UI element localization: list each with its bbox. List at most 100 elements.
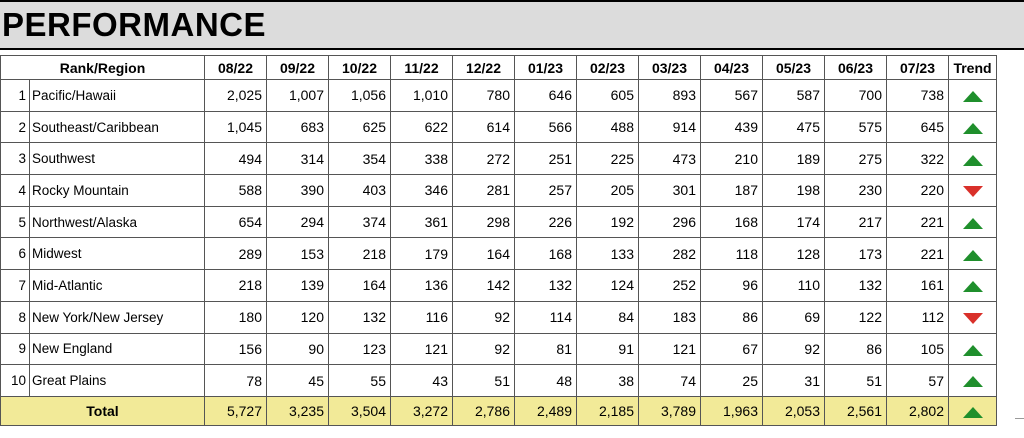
trend-cell	[948, 237, 997, 271]
value-cell: 403	[328, 174, 391, 207]
value-cell: 361	[390, 205, 453, 239]
value-cell: 74	[638, 364, 701, 397]
value-cell: 69	[762, 300, 825, 334]
value-cell: 1,056	[328, 79, 391, 112]
total-cell: 3,272	[390, 395, 453, 426]
value-cell: 226	[514, 205, 577, 239]
value-cell: 346	[390, 174, 453, 207]
table-row: 2 Southeast/Caribbean 1,045 683 625 622 614 566…	[0, 110, 997, 144]
value-cell: 38	[576, 364, 639, 397]
value-cell: 488	[576, 110, 639, 144]
region-cell: Southwest	[29, 142, 205, 176]
value-cell: 168	[514, 237, 577, 271]
value-cell: 220	[886, 174, 949, 207]
month-header: 08/22	[204, 55, 267, 80]
trend-up-icon	[962, 249, 983, 261]
table-header: Rank/Region 08/22 09/22 10/22 11/22 12/2…	[0, 55, 997, 80]
region-cell: Mid-Atlantic	[29, 269, 205, 302]
month-header: 07/23	[886, 55, 949, 80]
trend-cell	[948, 332, 997, 366]
title-bar: PERFORMANCE	[0, 0, 1024, 50]
header-row: Rank/Region 08/22 09/22 10/22 11/22 12/2…	[0, 55, 997, 80]
rank-cell: 6	[0, 237, 30, 271]
value-cell: 81	[514, 332, 577, 366]
table-row: 7 Mid-Atlantic 218 139 164 136 142 132 124 252 96 1…	[0, 269, 997, 302]
value-cell: 914	[638, 110, 701, 144]
total-label: Total	[0, 395, 205, 426]
month-header: 04/23	[700, 55, 763, 80]
value-cell: 221	[886, 237, 949, 271]
total-trend-cell	[948, 395, 997, 426]
value-cell: 168	[700, 205, 763, 239]
value-cell: 893	[638, 79, 701, 112]
value-cell: 164	[452, 237, 515, 271]
value-cell: 475	[762, 110, 825, 144]
value-cell: 225	[576, 142, 639, 176]
region-cell: Midwest	[29, 237, 205, 271]
total-cell: 1,963	[700, 395, 763, 426]
value-cell: 221	[886, 205, 949, 239]
value-cell: 86	[824, 332, 887, 366]
value-cell: 251	[514, 142, 577, 176]
value-cell: 645	[886, 110, 949, 144]
table-row: 10 Great Plains 78 45 55 43 51 48 38 74 25 31 51 57	[0, 364, 997, 397]
trend-up-icon	[962, 406, 983, 418]
value-cell: 654	[204, 205, 267, 239]
trend-cell	[948, 79, 997, 112]
value-cell: 132	[824, 269, 887, 302]
value-cell: 1,045	[204, 110, 267, 144]
value-cell: 622	[390, 110, 453, 144]
value-cell: 217	[824, 205, 887, 239]
value-cell: 45	[266, 364, 329, 397]
value-cell: 183	[638, 300, 701, 334]
value-cell: 139	[266, 269, 329, 302]
value-cell: 55	[328, 364, 391, 397]
total-row: Total 5,727 3,235 3,504 3,272 2,786 2,48…	[0, 395, 997, 426]
value-cell: 780	[452, 79, 515, 112]
value-cell: 282	[638, 237, 701, 271]
value-cell: 124	[576, 269, 639, 302]
region-cell: New York/New Jersey	[29, 300, 205, 334]
total-cell: 5,727	[204, 395, 267, 426]
value-cell: 218	[328, 237, 391, 271]
value-cell: 180	[204, 300, 267, 334]
trend-up-icon	[962, 91, 983, 103]
value-cell: 48	[514, 364, 577, 397]
value-cell: 189	[762, 142, 825, 176]
table-row: 3 Southwest 494 314 354 338 272 251 225 473 210 189…	[0, 142, 997, 176]
value-cell: 96	[700, 269, 763, 302]
table-row: 8 New York/New Jersey 180 120 132 116 92 114 84 1…	[0, 300, 997, 334]
month-header: 02/23	[576, 55, 639, 80]
rank-cell: 8	[0, 300, 30, 334]
value-cell: 121	[638, 332, 701, 366]
month-header: 06/23	[824, 55, 887, 80]
table-row: 6 Midwest 289 153 218 179 164 168 133 282 118 128 17…	[0, 237, 997, 271]
value-cell: 128	[762, 237, 825, 271]
value-cell: 43	[390, 364, 453, 397]
rank-cell: 5	[0, 205, 30, 239]
value-cell: 136	[390, 269, 453, 302]
trend-up-icon	[962, 376, 983, 388]
value-cell: 567	[700, 79, 763, 112]
value-cell: 625	[328, 110, 391, 144]
rank-cell: 4	[0, 174, 30, 207]
value-cell: 91	[576, 332, 639, 366]
total-cell: 3,504	[328, 395, 391, 426]
value-cell: 281	[452, 174, 515, 207]
value-cell: 390	[266, 174, 329, 207]
performance-table: Rank/Region 08/22 09/22 10/22 11/22 12/2…	[0, 55, 997, 426]
value-cell: 51	[452, 364, 515, 397]
value-cell: 142	[452, 269, 515, 302]
total-cell: 3,789	[638, 395, 701, 426]
value-cell: 132	[514, 269, 577, 302]
value-cell: 700	[824, 79, 887, 112]
region-cell: Great Plains	[29, 364, 205, 397]
value-cell: 164	[328, 269, 391, 302]
trend-cell	[948, 205, 997, 239]
value-cell: 132	[328, 300, 391, 334]
table-row: 9 New England 156 90 123 121 92 81 91 121 67 92 86 10…	[0, 332, 997, 366]
month-header: 09/22	[266, 55, 329, 80]
value-cell: 374	[328, 205, 391, 239]
value-cell: 133	[576, 237, 639, 271]
value-cell: 116	[390, 300, 453, 334]
